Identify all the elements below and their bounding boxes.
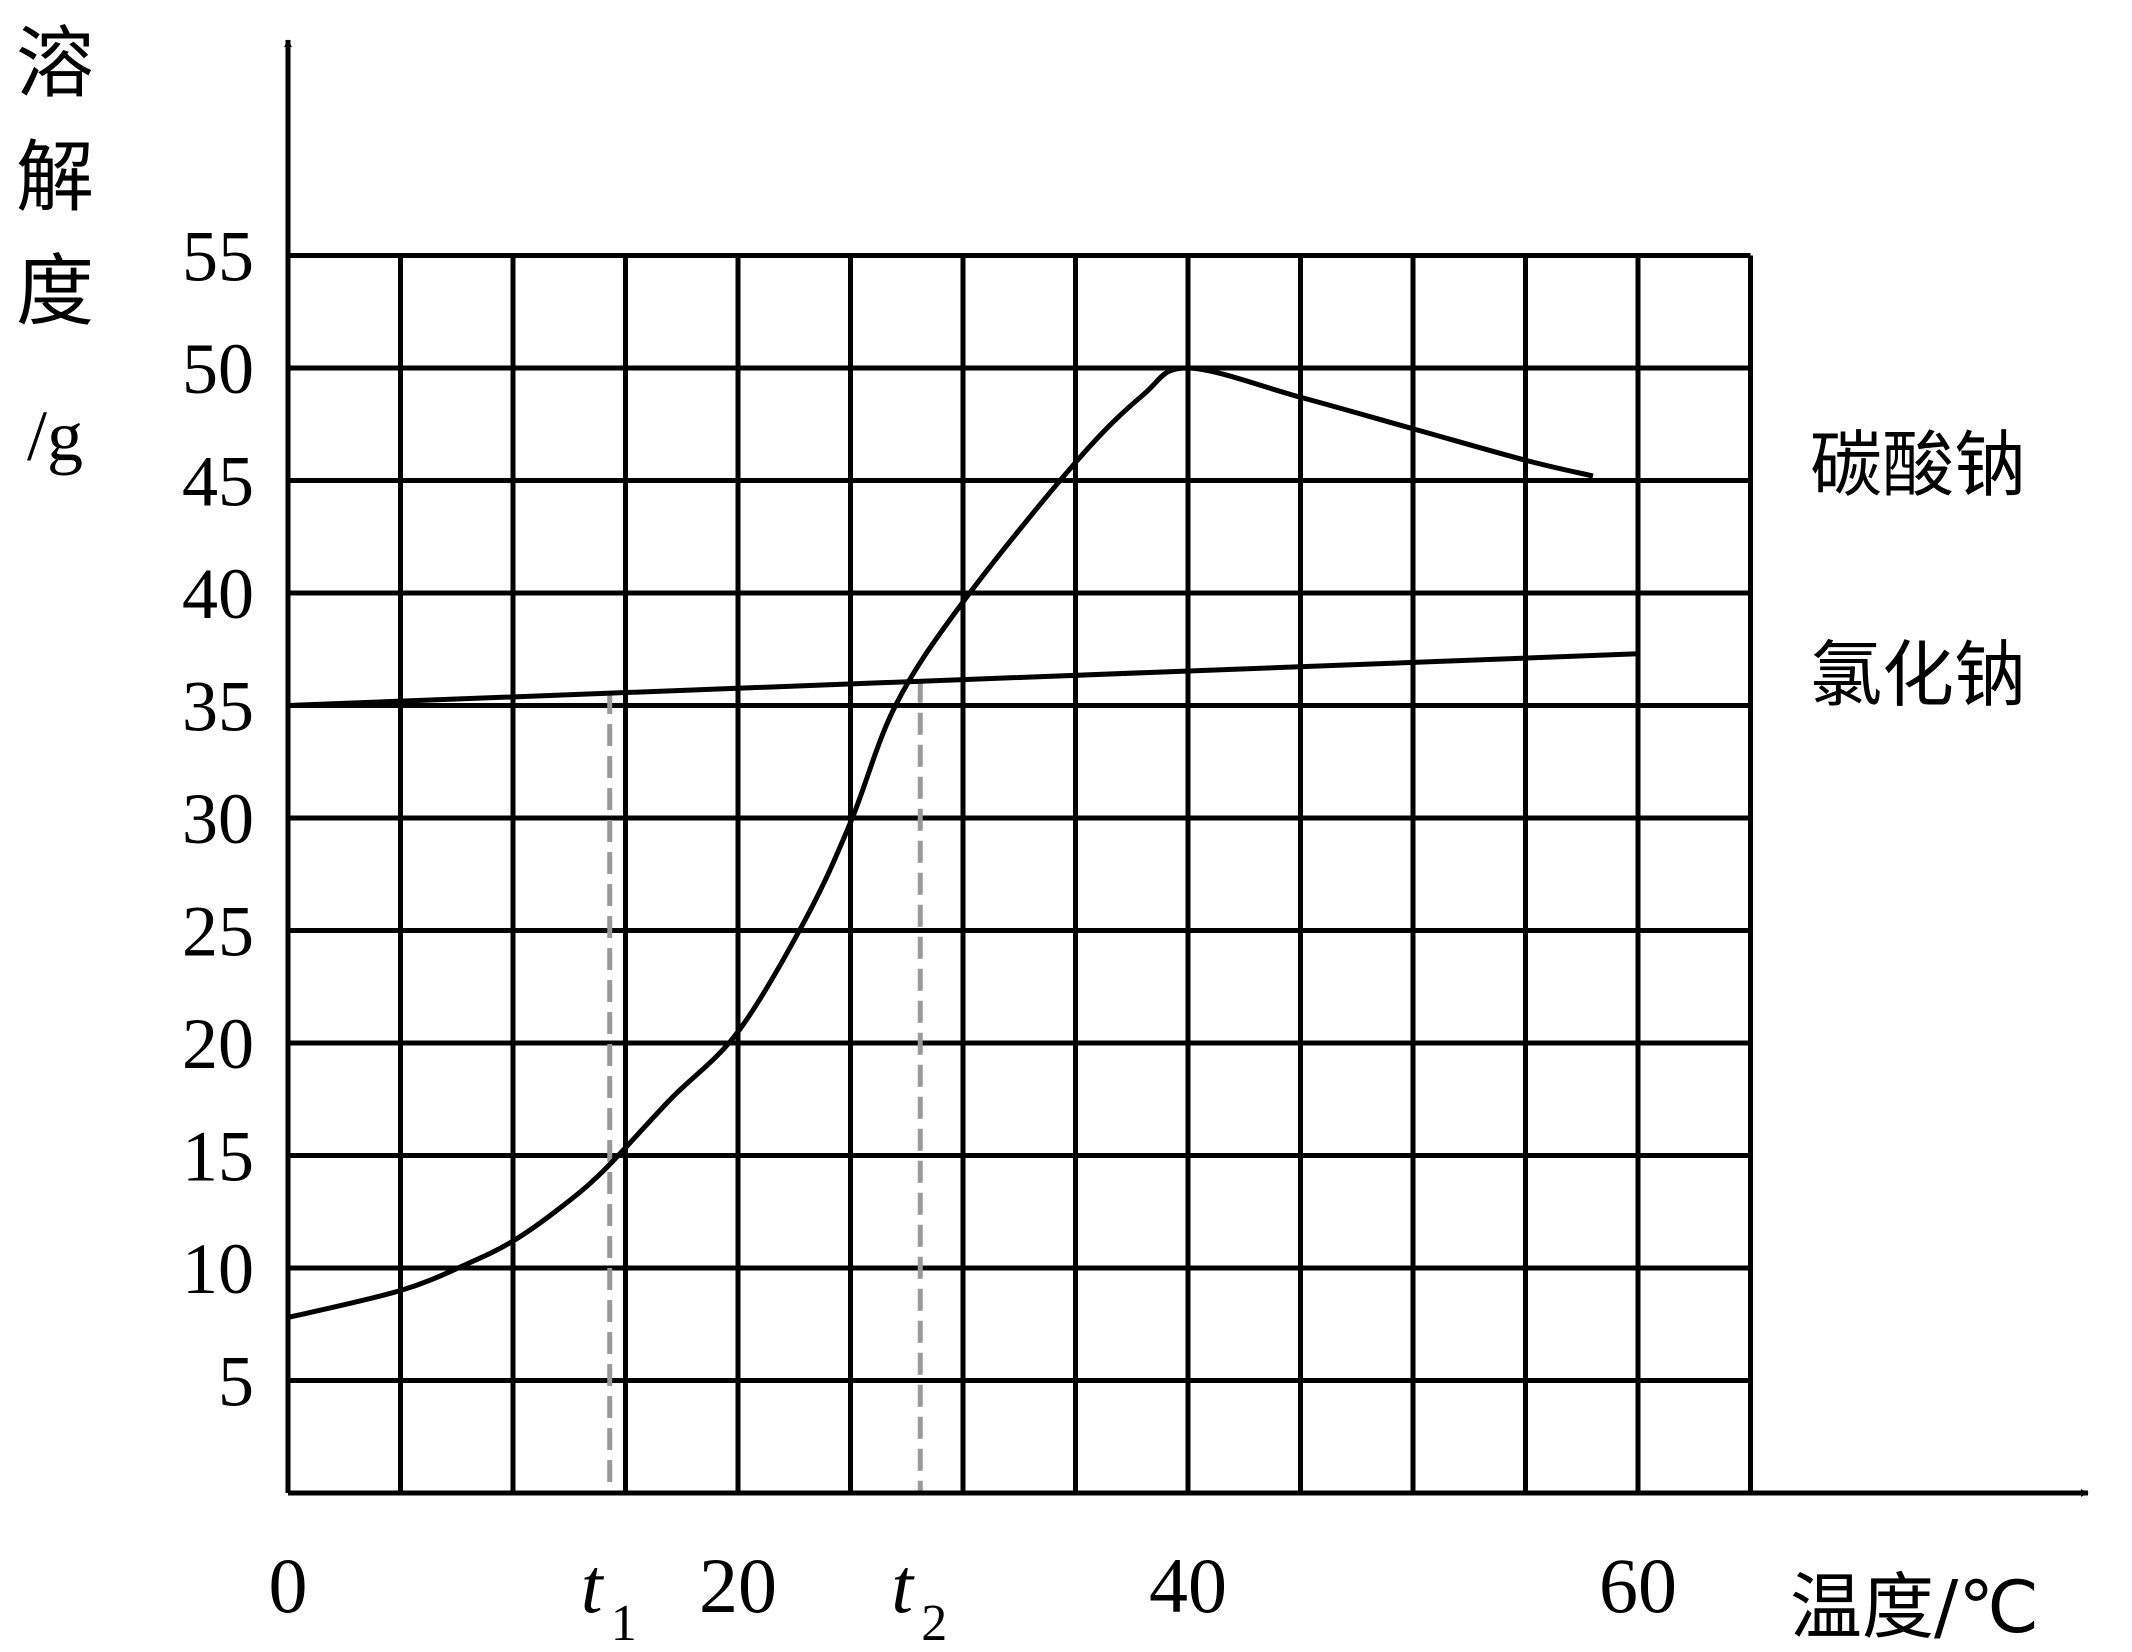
y-tick-label: 25	[182, 892, 254, 972]
x-tick-label: 40	[1149, 1542, 1227, 1629]
guide-lines	[607, 680, 923, 1493]
y-tick-label: 40	[182, 554, 254, 634]
y-axis-label-char: 度	[16, 247, 94, 337]
y-tick-label: 20	[182, 1004, 254, 1084]
series-label-sodium-chloride: 氯化钠	[1810, 633, 2026, 717]
x-tick-label: 20	[699, 1542, 777, 1629]
grid	[288, 253, 1753, 1493]
y-tick-label: 45	[182, 442, 254, 522]
y-tick-label: 50	[182, 329, 254, 409]
x-axis-label: 温度/℃	[1790, 1565, 2039, 1649]
y-tick-label: 5	[218, 1342, 254, 1422]
series-label-sodium-carbonate: 碳酸钠	[1810, 423, 2026, 507]
annotation-subscript-t2: 2	[921, 1595, 947, 1652]
y-tick-label: 35	[182, 667, 254, 747]
y-axis-label-char: 溶	[16, 19, 94, 109]
x-tick-label: 60	[1599, 1542, 1677, 1629]
series-lines	[287, 365, 1639, 1320]
x-tick-label: 0	[269, 1542, 308, 1629]
y-axis-label-char: 解	[16, 133, 94, 223]
axes	[284, 39, 2089, 1497]
y-tick-label: 55	[182, 217, 254, 297]
series-line-sodium-chloride	[287, 651, 1639, 708]
annotation-label-t2: t	[891, 1542, 915, 1629]
y-tick-label: 15	[182, 1117, 254, 1197]
y-tick-label: 10	[182, 1229, 254, 1309]
y-tick-label: 30	[182, 779, 254, 859]
series-line-sodium-carbonate	[287, 365, 1594, 1320]
y-axis-label-unit: /g	[27, 396, 83, 476]
annotation-subscript-t1: 1	[611, 1595, 637, 1652]
annotation-label-t1: t	[581, 1542, 605, 1629]
